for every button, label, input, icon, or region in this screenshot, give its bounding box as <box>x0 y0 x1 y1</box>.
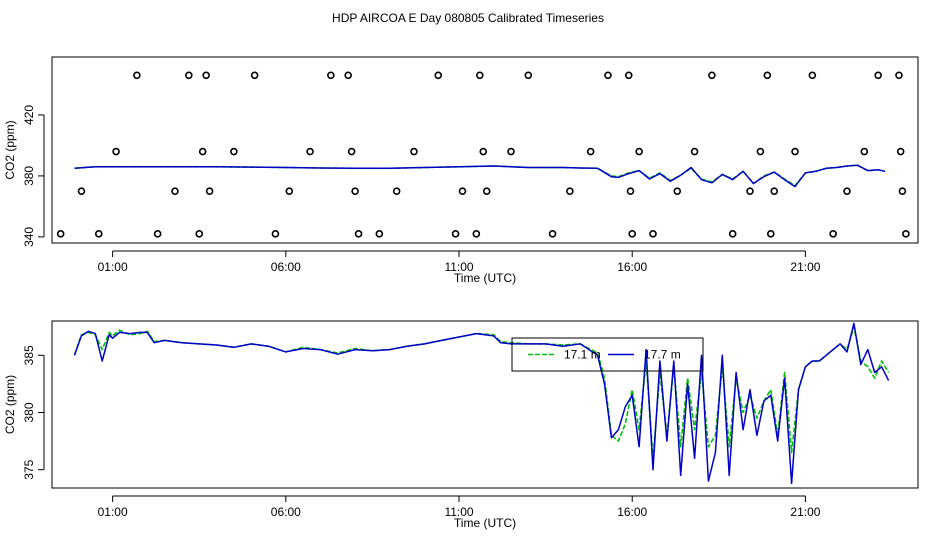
scatter-point <box>628 230 637 238</box>
scatter-point <box>410 147 418 156</box>
scatter-point <box>472 230 481 238</box>
scatter-point <box>860 147 869 156</box>
series-line-1 <box>74 164 886 188</box>
scatter-point <box>548 230 557 238</box>
y-tick-label: 385 <box>22 345 36 365</box>
plot-frame <box>51 320 919 489</box>
scatter-point <box>649 230 657 238</box>
y-tick-label: 340 <box>22 227 36 247</box>
scatter-point <box>626 187 635 195</box>
chart-title: HDP AIRCOA E Day 080805 Calibrated Times… <box>332 11 604 25</box>
scatter-point <box>250 71 259 80</box>
scatter-point <box>285 187 294 195</box>
scatter-point <box>624 71 633 80</box>
scatter-point <box>763 71 772 80</box>
scatter-point <box>327 71 335 80</box>
x-tick-label: 06:00 <box>271 260 301 274</box>
x-tick-label: 16:00 <box>617 505 647 519</box>
legend-label: 17.7 m <box>644 348 681 362</box>
x-tick-label: 06:00 <box>271 505 301 519</box>
x-tick-label: 16:00 <box>617 260 647 274</box>
scatter-point <box>874 71 882 80</box>
scatter-point <box>746 187 754 195</box>
scatter-point <box>896 147 905 156</box>
y-tick-label: 375 <box>22 459 36 479</box>
scatter-point <box>230 147 238 156</box>
scatter-point <box>153 230 162 238</box>
scatter-point <box>271 230 280 238</box>
scatter-point <box>434 71 443 80</box>
legend-box <box>511 337 704 372</box>
scatter-point <box>479 147 488 156</box>
series-line-17-7-m <box>73 322 890 485</box>
scatter-point <box>133 71 141 80</box>
scatter-point <box>708 71 716 80</box>
x-axis-label: Time (UTC) <box>454 516 516 530</box>
x-tick-label: 01:00 <box>98 505 128 519</box>
scatter-point <box>205 187 214 195</box>
scatter-point <box>458 187 467 195</box>
scatter-point <box>375 230 384 238</box>
scatter-point <box>347 147 356 156</box>
y-tick-label: 420 <box>22 105 36 125</box>
x-tick-label: 11:00 <box>444 260 473 274</box>
scatter-point <box>202 71 210 80</box>
scatter-point <box>112 147 120 156</box>
scatter-point <box>829 230 837 238</box>
scatter-point <box>306 147 314 156</box>
plot-frame <box>51 56 919 244</box>
legend-label: 17.1 m <box>564 348 601 362</box>
scatter-point <box>770 187 779 195</box>
scatter-point <box>902 230 910 238</box>
x-tick-label: 01:00 <box>98 260 128 274</box>
scatter-point <box>195 230 204 238</box>
scatter-point <box>524 71 533 80</box>
scatter-point <box>94 230 103 238</box>
series-line-17-1-m <box>73 325 890 460</box>
series-line-0 <box>74 164 886 187</box>
scatter-point <box>766 230 775 238</box>
scatter-point <box>898 187 907 195</box>
scatter-point <box>77 187 86 195</box>
scatter-point <box>351 187 359 195</box>
scatter-point <box>586 147 595 156</box>
x-tick-label: 21:00 <box>790 505 820 519</box>
scatter-point <box>354 230 363 238</box>
scatter-point <box>344 71 352 80</box>
scatter-point <box>451 230 460 238</box>
y-axis-label: CO2 (ppm) <box>3 120 17 179</box>
scatter-point <box>604 71 612 80</box>
scatter-point <box>756 147 765 156</box>
scatter-point <box>728 230 737 238</box>
scatter-point <box>392 187 401 195</box>
scatter-point <box>791 147 799 156</box>
scatter-point <box>56 230 65 238</box>
scatter-point <box>635 147 643 156</box>
x-axis-label: Time (UTC) <box>454 271 516 285</box>
y-tick-label: 380 <box>22 166 36 186</box>
scatter-point <box>566 187 574 195</box>
scatter-point <box>482 187 491 195</box>
scatter-point <box>198 147 207 156</box>
y-tick-label: 380 <box>22 402 36 422</box>
scatter-point <box>171 187 179 195</box>
scatter-point <box>690 147 699 156</box>
scatter-point <box>895 71 903 80</box>
x-tick-label: 11:00 <box>444 505 473 519</box>
scatter-point <box>507 147 515 156</box>
scatter-point <box>476 71 484 80</box>
x-tick-label: 21:00 <box>790 260 820 274</box>
scatter-point <box>808 71 817 80</box>
y-axis-label: CO2 (ppm) <box>3 375 17 434</box>
scatter-point <box>673 187 682 195</box>
scatter-point <box>843 187 851 195</box>
scatter-point <box>185 71 193 80</box>
